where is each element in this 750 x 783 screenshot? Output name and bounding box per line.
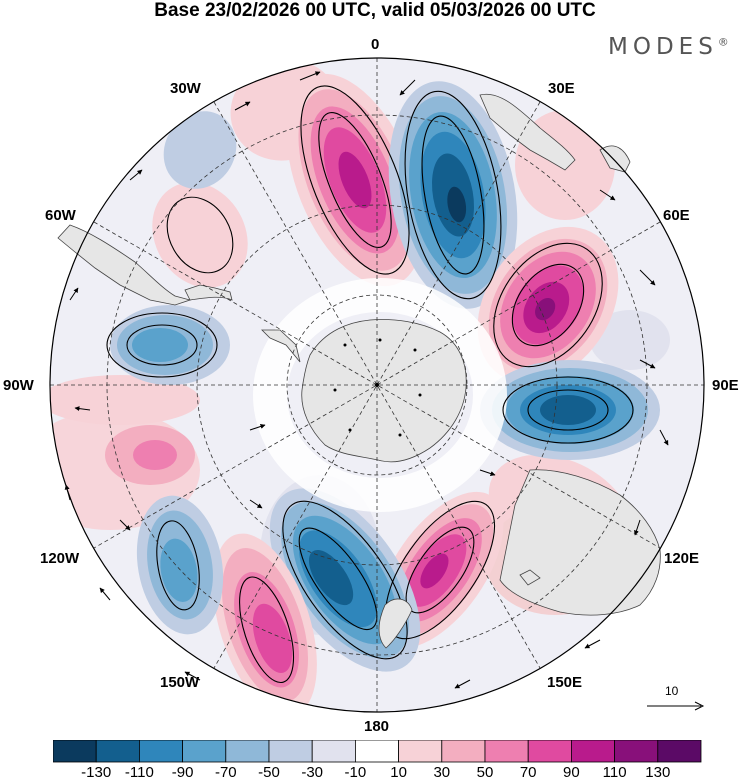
lon-label-0: 0 bbox=[371, 36, 380, 53]
colorbar-tick-label: 30 bbox=[433, 764, 451, 781]
lon-label-120w: 120W bbox=[40, 550, 80, 567]
new-zealand bbox=[378, 598, 413, 649]
colorbar-tick-label: -110 bbox=[124, 764, 154, 781]
lon-label-60e: 60E bbox=[663, 207, 690, 224]
colorbar-swatch bbox=[527, 740, 572, 763]
lon-label-150w: 150W bbox=[160, 674, 200, 691]
colorbar-swatch bbox=[311, 740, 356, 763]
australia bbox=[499, 469, 661, 616]
tasmania bbox=[519, 569, 541, 586]
south-america bbox=[57, 224, 192, 306]
lon-label-30e: 30E bbox=[548, 80, 575, 97]
map-border bbox=[49, 57, 705, 713]
colorbar-swatch bbox=[95, 740, 140, 763]
colorbar-tick-label: 130 bbox=[645, 764, 671, 781]
colorbar-swatch bbox=[657, 740, 702, 763]
colorbar-tick-label: 110 bbox=[602, 764, 627, 781]
neutral-band bbox=[253, 278, 507, 512]
negative-anomaly-centre-5 bbox=[110, 305, 230, 385]
colorbar-tick-label: -70 bbox=[214, 764, 237, 781]
colorbar-swatch bbox=[225, 740, 270, 763]
figure-title: Base 23/02/2026 00 UTC, valid 05/03/2026… bbox=[154, 0, 596, 21]
streamlines bbox=[106, 85, 634, 684]
colorbar-swatch bbox=[53, 740, 97, 763]
colorbar-swatch bbox=[268, 740, 313, 763]
anomaly-blob bbox=[50, 375, 200, 425]
colorbar-swatch bbox=[398, 740, 443, 763]
colorbar-tick-label: -10 bbox=[344, 764, 367, 781]
brand-text: MODES bbox=[608, 34, 718, 60]
negative-anomaly-centre-2 bbox=[480, 360, 660, 460]
negative-anomaly-centre-4 bbox=[136, 495, 224, 635]
positive-anomaly-centre-5 bbox=[105, 425, 195, 485]
colorbar-tick-label: 10 bbox=[390, 764, 407, 781]
colorbar bbox=[53, 740, 702, 763]
colorbar-swatch bbox=[571, 740, 616, 763]
registered-mark: ® bbox=[717, 35, 729, 49]
reference-arrowhead bbox=[694, 701, 705, 711]
lon-label-90w: 90W bbox=[3, 377, 34, 394]
lon-label-180: 180 bbox=[364, 718, 390, 735]
reference-vector bbox=[647, 701, 705, 711]
modes-logo: MODES® bbox=[608, 34, 729, 60]
landmasses bbox=[57, 93, 661, 649]
graticule bbox=[50, 58, 704, 712]
colorbar-tick-label: -50 bbox=[258, 764, 280, 781]
lon-label-60w: 60W bbox=[45, 207, 76, 224]
colorbar-swatch bbox=[484, 740, 529, 763]
south-america-tip bbox=[184, 284, 233, 301]
southern-africa bbox=[479, 93, 576, 171]
colorbar-swatch bbox=[139, 740, 184, 763]
colorbar-swatch bbox=[182, 740, 227, 763]
colorbar-swatch bbox=[441, 740, 486, 763]
colorbar-tick-label: -90 bbox=[171, 764, 194, 781]
anomaly-blob bbox=[152, 182, 248, 288]
anomaly-blob bbox=[163, 111, 237, 189]
colorbar-swatch bbox=[354, 740, 399, 763]
reference-vector-label: 10 bbox=[665, 684, 679, 698]
lon-label-90e: 90E bbox=[712, 377, 739, 394]
positive-anomaly-centre-1 bbox=[286, 73, 424, 287]
colorbar-tick-label: 50 bbox=[476, 764, 494, 781]
lon-label-30w: 30W bbox=[170, 80, 201, 97]
negative-anomaly-centre-1 bbox=[388, 81, 518, 309]
colorbar-tick-label: -130 bbox=[81, 764, 112, 781]
colorbar-tick-label: 70 bbox=[519, 764, 537, 781]
polar-stereographic-map bbox=[49, 57, 705, 713]
colorbar-tick-label: -30 bbox=[301, 764, 324, 781]
colorbar-swatch bbox=[614, 740, 659, 763]
positive-anomaly-centre-4 bbox=[213, 533, 317, 712]
colorbar-tick-label: 90 bbox=[563, 764, 580, 781]
antarctica bbox=[301, 319, 467, 463]
small-vectors bbox=[333, 338, 422, 437]
lon-label-120e: 120E bbox=[664, 550, 700, 567]
lon-label-150e: 150E bbox=[547, 674, 583, 691]
anomaly-blob bbox=[590, 310, 670, 370]
